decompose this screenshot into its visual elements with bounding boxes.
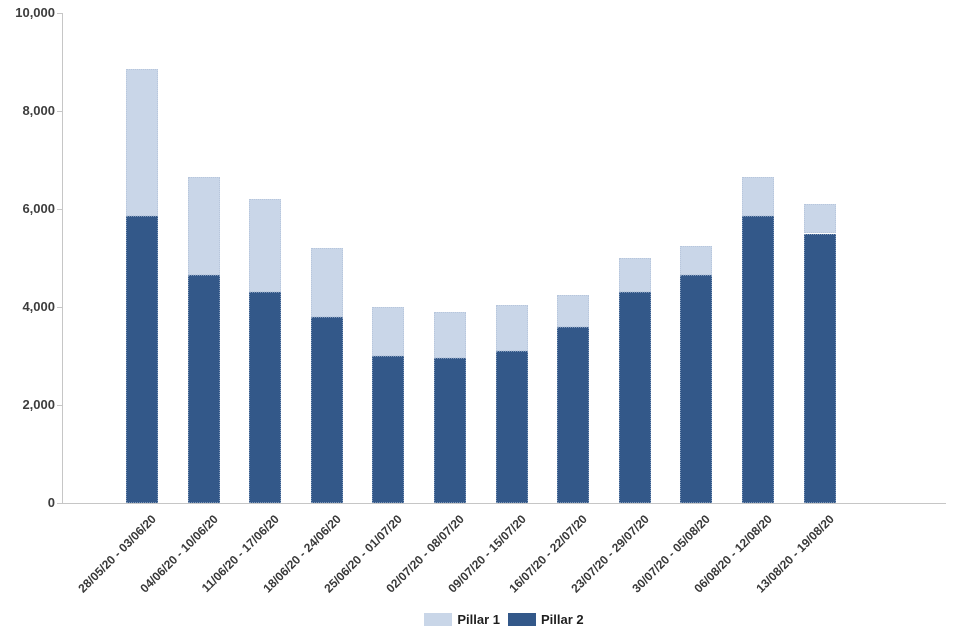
legend: Pillar 1 Pillar 2 [0, 612, 960, 627]
bar-segment-pillar-1[interactable] [742, 177, 774, 217]
bar-segment-pillar-2[interactable] [372, 356, 405, 503]
y-axis-tick-label: 2,000 [22, 397, 55, 412]
y-axis-tick-mark [57, 13, 62, 14]
bar-segment-pillar-1[interactable] [618, 258, 651, 293]
bar-segment-pillar-2[interactable] [680, 275, 713, 503]
y-axis-tick-label: 4,000 [22, 299, 55, 314]
legend-item-pillar-2[interactable]: Pillar 2 [508, 612, 590, 627]
y-axis-tick-mark [57, 307, 62, 308]
legend-swatch [424, 613, 453, 626]
plot-area [62, 13, 946, 504]
bar-segment-pillar-1[interactable] [126, 69, 158, 217]
y-axis-tick-label: 0 [47, 495, 55, 510]
bar-segment-pillar-2[interactable] [434, 358, 466, 503]
legend-label: Pillar 2 [541, 612, 584, 627]
bar-segment-pillar-2[interactable] [803, 233, 836, 503]
bar-segment-pillar-1[interactable] [495, 304, 528, 352]
bar-segment-pillar-2[interactable] [126, 216, 158, 503]
y-axis-tick-mark [57, 405, 62, 406]
bar-segment-pillar-2[interactable] [310, 316, 343, 503]
legend-label: Pillar 1 [457, 612, 500, 627]
bar-segment-pillar-1[interactable] [557, 294, 590, 327]
y-axis-tick-mark [57, 503, 62, 504]
legend-item-pillar-1[interactable]: Pillar 1 [424, 612, 506, 627]
bar-segment-pillar-2[interactable] [557, 326, 590, 503]
bar-segment-pillar-1[interactable] [803, 204, 836, 234]
y-axis-tick-mark [57, 209, 62, 210]
legend-swatch [508, 613, 536, 626]
y-axis-tick-label: 8,000 [22, 103, 55, 118]
bar-segment-pillar-2[interactable] [495, 351, 528, 503]
bar-segment-pillar-2[interactable] [249, 292, 282, 503]
y-axis-tick-label: 10,000 [15, 5, 55, 20]
bar-segment-pillar-1[interactable] [249, 199, 282, 293]
y-axis-tick-label: 6,000 [22, 201, 55, 216]
bar-segment-pillar-1[interactable] [310, 248, 343, 317]
y-axis-tick-mark [57, 111, 62, 112]
bar-segment-pillar-1[interactable] [187, 177, 220, 276]
bar-segment-pillar-2[interactable] [618, 292, 651, 503]
bar-segment-pillar-1[interactable] [680, 245, 713, 276]
bar-segment-pillar-2[interactable] [742, 216, 774, 503]
bar-segment-pillar-1[interactable] [434, 311, 466, 359]
bar-segment-pillar-1[interactable] [372, 307, 405, 356]
bar-segment-pillar-2[interactable] [187, 275, 220, 503]
